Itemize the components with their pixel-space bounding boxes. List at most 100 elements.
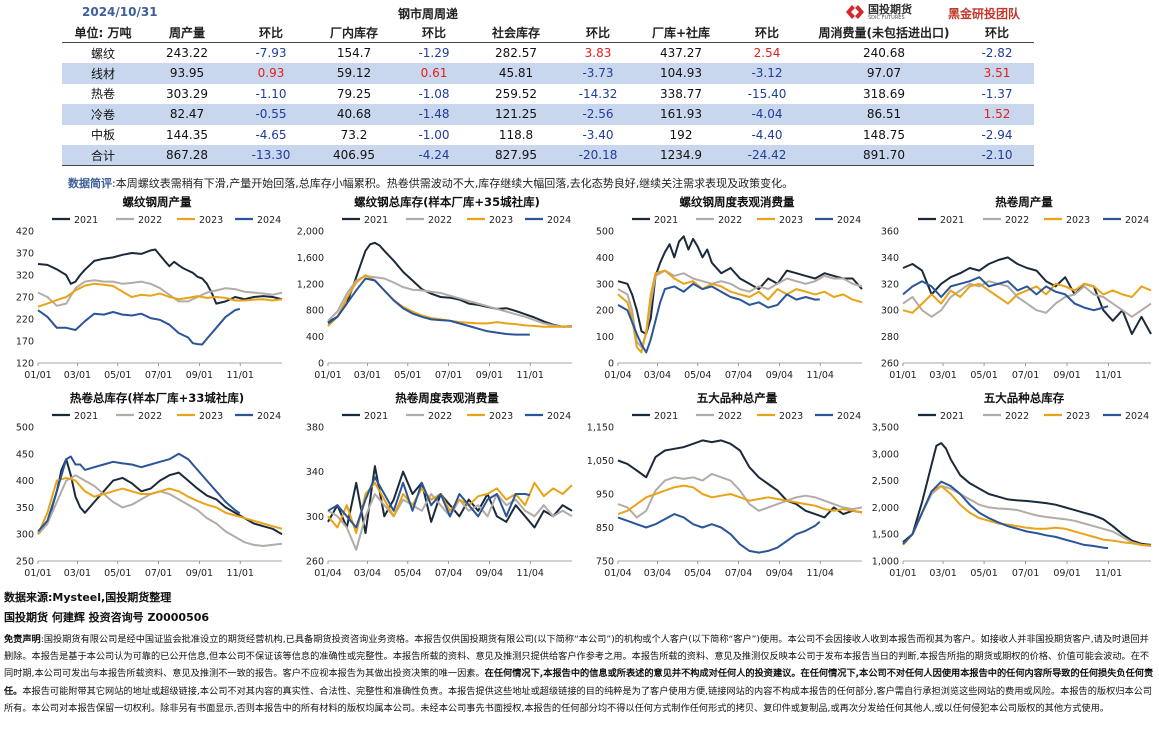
x-tick-label: 09/01	[476, 370, 503, 381]
y-tick-label: 850	[596, 523, 614, 534]
table-cell: -2.94	[981, 127, 1013, 142]
legend-label: 2023	[1066, 411, 1090, 422]
table-cell: 3.51	[960, 63, 1034, 84]
y-tick-label: 340	[881, 253, 899, 264]
chart-rebar-production: 螺纹钢周产量 2021 2022 2023 2024 420 370 320 270 220 170…	[0, 193, 290, 389]
x-tick-label: 03/01	[929, 370, 956, 381]
table-cell: -4.65	[255, 127, 287, 142]
y-tick-label: 320	[16, 271, 34, 282]
chart-svg: 热卷周度表观消费量 2021 2022 2023 2024 380 340 300 26001/…	[306, 391, 573, 579]
x-tick-label: 01/04	[604, 370, 631, 381]
table-cell: 1234.9	[636, 145, 726, 166]
series-line-2023	[902, 485, 1152, 547]
y-tick-label: 500	[16, 423, 34, 434]
legend-label: 2021	[654, 215, 678, 226]
table-cell: -2.10	[960, 145, 1034, 166]
series-line-2021	[37, 458, 283, 536]
series-line-2022	[37, 474, 283, 547]
x-tick-label: 01/01	[889, 568, 916, 579]
chart-title: 螺纹钢周度表观消费量	[680, 195, 795, 209]
x-tick-label: 05/01	[970, 370, 997, 381]
x-tick-label: 03/01	[929, 568, 956, 579]
table-cell: 40.68	[312, 104, 396, 125]
table-cell: -1.10	[255, 86, 287, 101]
x-tick-label: 11/01	[517, 370, 544, 381]
x-tick-label: 09/01	[1053, 370, 1080, 381]
series-line-2024	[617, 513, 821, 554]
table-cell: -1.37	[981, 86, 1013, 101]
legend-label: 2024	[547, 215, 571, 226]
x-tick-label: 09/04	[476, 568, 503, 579]
x-tick-label: 01/01	[889, 370, 916, 381]
legend-label: 2023	[199, 215, 223, 226]
chart-svg: 螺纹钢周产量 2021 2022 2023 2024 420 370 320 270 220 170…	[16, 195, 283, 381]
table-row: 中板 144.35 -4.65 73.2 -1.00 118.8 -3.40 192 -4.40…	[62, 125, 1034, 146]
x-tick-label: 05/04	[684, 370, 711, 381]
y-tick-label: 250	[16, 557, 34, 568]
chart-rebar-inventory: 螺纹钢总库存(样本厂库+35城社库) 2021 2022 2023 2024 2,000 1…	[290, 193, 580, 389]
table-cell: 2.54	[753, 46, 781, 60]
y-tick-label: 370	[16, 249, 34, 260]
legend-label: 2021	[364, 215, 388, 226]
y-tick-label: 1,500	[872, 530, 899, 541]
chart-five-products-inventory: 五大品种总库存 2021 2022 2023 2024 3,500 3,000 2,500 2,…	[865, 389, 1159, 587]
series-line-2021	[902, 442, 1152, 546]
series-line-2022	[327, 274, 573, 328]
company-logo: 国投期货 SDIC FUTURES	[846, 2, 912, 22]
series-line-2022	[902, 280, 1152, 318]
table-cell: 318.69	[863, 86, 905, 101]
chart-svg: 热卷总库存(样本厂库+33城社库) 2021 2022 2023 2024 500 450 4…	[16, 391, 283, 579]
series-line-2023	[617, 484, 863, 516]
table-cell: -1.00	[418, 127, 450, 142]
row-label: 中板	[90, 128, 115, 143]
x-tick-label: 05/01	[394, 370, 421, 381]
table-cell: -1.48	[396, 104, 472, 125]
series-line-2021	[617, 439, 863, 519]
x-tick-label: 05/04	[394, 568, 421, 579]
y-tick-label: 100	[596, 332, 614, 343]
legend-label: 2023	[1066, 215, 1090, 226]
logo-icon	[846, 5, 864, 19]
table-cell: 282.57	[495, 46, 537, 60]
table-cell: 161.93	[636, 104, 726, 125]
report-date: 2024/10/31	[82, 5, 158, 19]
x-tick-label: 07/04	[435, 568, 462, 579]
legend-label: 2022	[718, 411, 742, 422]
x-tick-label: 03/01	[64, 370, 91, 381]
chart-title: 热卷周产量	[995, 195, 1053, 209]
y-tick-label: 1,200	[297, 279, 324, 290]
table-cell: -2.82	[981, 46, 1013, 60]
legend-label: 2023	[779, 411, 803, 422]
table-row: 螺纹 243.22 -7.93 154.7 -1.29 282.57 3.83 437.27 2…	[62, 43, 1034, 64]
legend-label: 2021	[940, 215, 964, 226]
y-tick-label: 0	[318, 359, 324, 370]
row-label: 线材	[62, 63, 144, 84]
x-tick-label: 01/01	[24, 370, 51, 381]
table-cell: -4.04	[726, 104, 808, 125]
x-tick-label: 11/01	[1095, 370, 1122, 381]
commentary-text: :本周螺纹表需稍有下滑,产量开始回落,总库存小幅累积。热卷供需波动不大,库存继续…	[112, 177, 794, 190]
x-tick-label: 05/01	[104, 370, 131, 381]
series-line-2024	[902, 276, 1109, 312]
legend-label: 2024	[547, 411, 571, 422]
chart-svg: 五大品种总产量 2021 2022 2023 2024 1,150 1,050 950 850 7…	[587, 391, 863, 579]
series-line-2022	[617, 269, 863, 349]
x-tick-label: 11/01	[1095, 568, 1122, 579]
team-name: 黑金研投团队	[948, 7, 1021, 21]
table-cell: 148.75	[863, 127, 905, 142]
column-header: 周消费量(未包括进出口)	[808, 22, 960, 43]
y-tick-label: 1,000	[872, 557, 899, 568]
table-cell: -24.42	[726, 145, 808, 166]
table-cell: -3.12	[726, 63, 808, 84]
legend-label: 2021	[74, 411, 98, 422]
table-cell: 3.83	[584, 46, 612, 60]
table-cell: 0.61	[396, 63, 472, 84]
x-tick-label: 03/04	[354, 568, 381, 579]
y-tick-label: 950	[596, 490, 614, 501]
y-tick-label: 420	[16, 227, 34, 238]
x-tick-label: 05/01	[970, 568, 997, 579]
row-label: 合计	[62, 145, 144, 166]
disclaimer-tail-text: 本报告可能附带其它网站的地址或超级链接,本公司不对其内容的真实性、合法性、完整性…	[4, 685, 1153, 714]
series-line-2023	[902, 282, 1152, 314]
x-tick-label: 09/01	[186, 370, 213, 381]
